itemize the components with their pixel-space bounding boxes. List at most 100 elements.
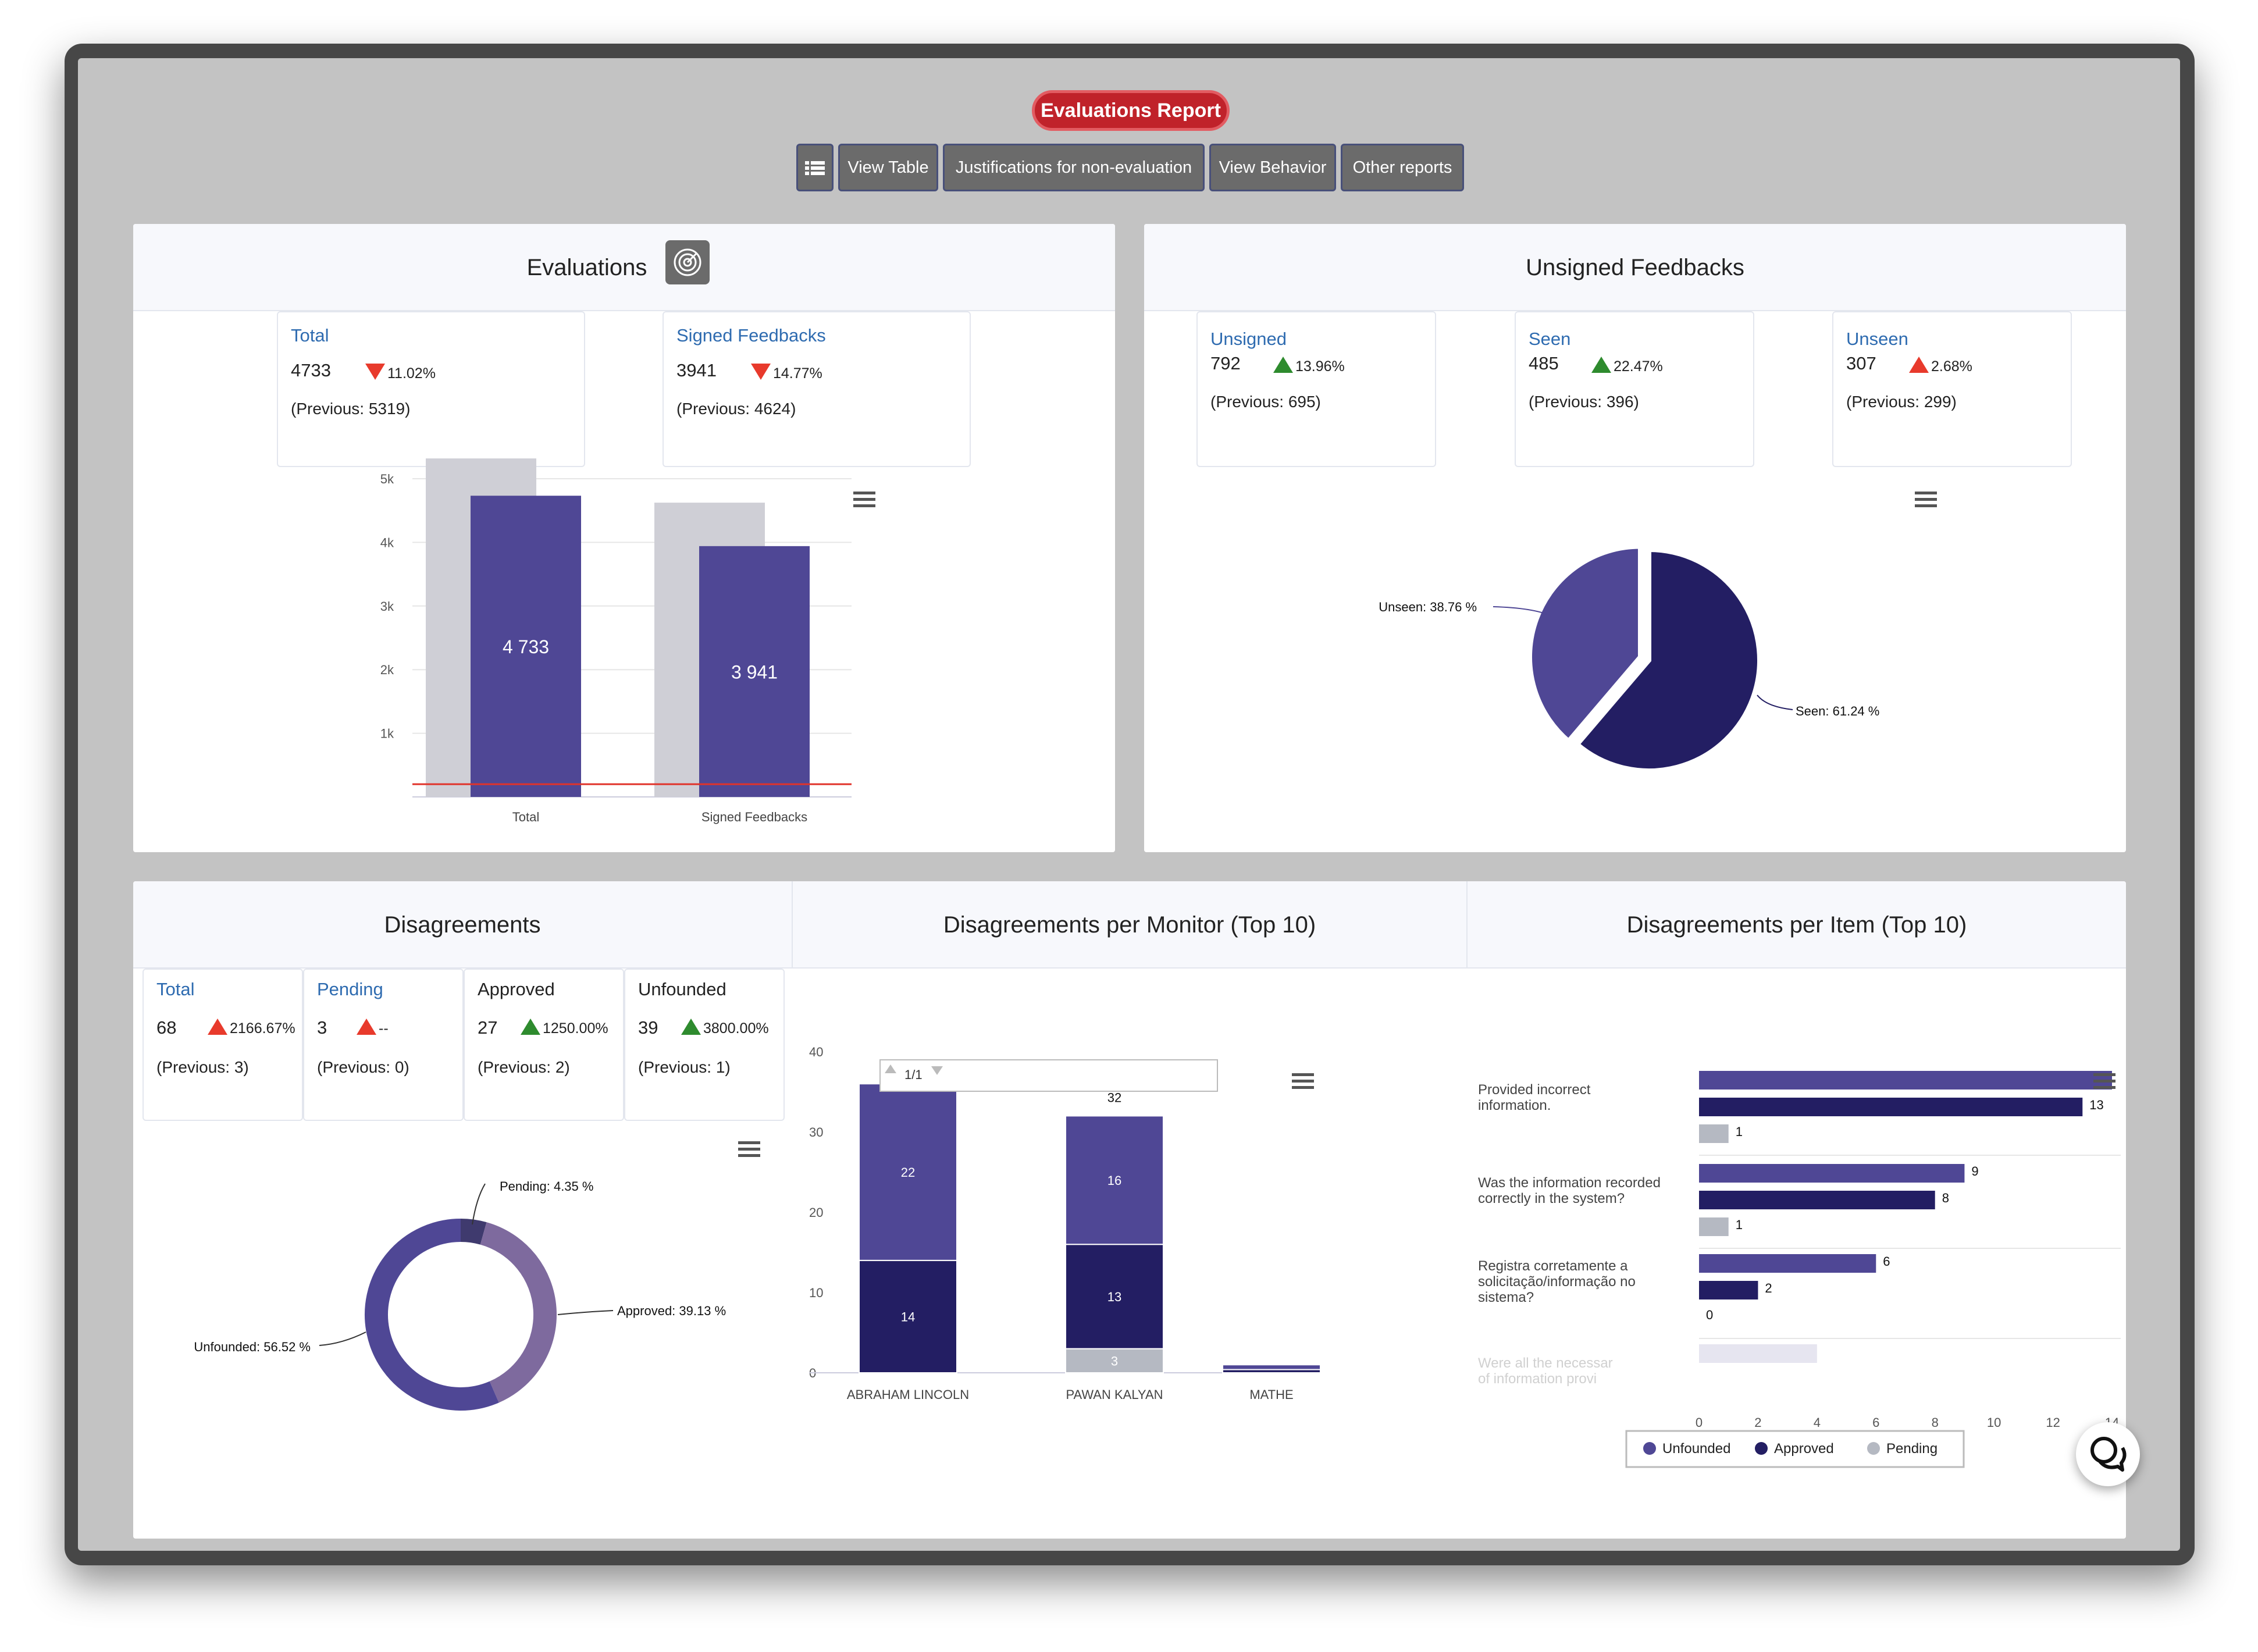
evaluations-card-header: Evaluations [133, 224, 1115, 311]
legend-label[interactable]: Unfounded [1662, 1441, 1730, 1457]
x-tick-label: 12 [2046, 1415, 2060, 1430]
category-label: Were all the necessar [1478, 1355, 1613, 1371]
x-tick-label: 8 [1932, 1415, 1939, 1430]
item-bar[interactable] [1699, 1281, 1758, 1299]
item-bar[interactable] [1699, 1098, 2083, 1116]
other-reports-button[interactable]: Other reports [1341, 144, 1464, 191]
bar-value-label: 8 [1942, 1191, 1949, 1205]
segment-label: 13 [1107, 1290, 1121, 1304]
x-category-label: Signed Feedbacks [701, 810, 807, 824]
stat-change: 1250.00% [521, 1019, 608, 1037]
category-label: Was the information recorded [1478, 1175, 1661, 1191]
legend-swatch[interactable] [1643, 1442, 1656, 1455]
item-bar[interactable] [1699, 1071, 2112, 1090]
stat-previous: (Previous: 4624) [676, 400, 796, 418]
stat-previous: (Previous: 1) [638, 1058, 731, 1076]
stat-previous: (Previous: 5319) [291, 400, 411, 418]
donut-segment[interactable] [460, 1219, 487, 1245]
bar-data-label: 4 733 [503, 636, 549, 657]
pie-slice[interactable] [1574, 547, 1762, 773]
stat-change: -- [357, 1019, 389, 1037]
legend-label[interactable]: Pending [1886, 1441, 1938, 1457]
item-bar[interactable] [1699, 1191, 1935, 1209]
stat-value: 792 [1210, 353, 1241, 373]
donut-label: Unfounded: 56.52 % [194, 1340, 311, 1354]
chart-menu-icon[interactable] [1915, 492, 1937, 507]
menu-line [1915, 504, 1937, 507]
stat-unfounded: Unfounded 39 3800.00% (Previous: 1) [624, 969, 785, 1121]
chat-help-button[interactable] [2076, 1422, 2140, 1486]
per-item-title: Disagreements per Item (Top 10) [1466, 881, 2126, 969]
item-bar[interactable] [1699, 1164, 1965, 1183]
stack-segment[interactable] [859, 1259, 957, 1373]
chart-menu-icon[interactable] [738, 1141, 760, 1157]
bar-value-label: 1 [1736, 1217, 1743, 1232]
menu-line [1915, 498, 1937, 501]
stack-segment[interactable] [1065, 1115, 1164, 1245]
evaluations-bar-chart: 1k 2k 3k 4k 5k 4 733 Total 3 941 Signed Feedback… [380, 458, 875, 824]
stat-previous: (Previous: 396) [1529, 393, 1639, 411]
chart-menu-icon[interactable] [2093, 1073, 2115, 1089]
stat-value: 27 [478, 1017, 498, 1038]
legend-label[interactable]: Approved [1774, 1441, 1834, 1457]
segment-label: 16 [1107, 1173, 1121, 1188]
list-view-button[interactable] [796, 144, 834, 191]
stat-value: 307 [1846, 353, 1876, 373]
stack-segment[interactable] [1065, 1244, 1164, 1350]
stat-signed-feedbacks: Signed Feedbacks 3941 14.77% (Previous: … [663, 311, 971, 467]
stat-value: 3 [317, 1017, 327, 1038]
stat-label: Signed Feedbacks [676, 325, 826, 346]
stat-value: 3941 [676, 360, 717, 380]
stat-change: 13.96% [1273, 357, 1345, 375]
evaluations-title: Evaluations [526, 255, 647, 280]
donut-segment[interactable] [480, 1222, 557, 1403]
stat-change: 3800.00% [681, 1019, 769, 1037]
view-table-button[interactable]: View Table [838, 144, 938, 191]
stat-label: Unsigned [1210, 329, 1287, 349]
pager-down-icon[interactable] [931, 1066, 943, 1075]
unsigned-card-header: Unsigned Feedbacks [1144, 224, 2126, 311]
unsigned-pie-chart: Seen: 61.24 % Unseen: 38.76 % [1379, 492, 1937, 773]
chart-menu-icon[interactable] [1292, 1073, 1314, 1089]
stat-unseen: Unseen 307 2.68% (Previous: 299) [1832, 311, 2072, 467]
stack-segment[interactable] [1222, 1364, 1321, 1370]
stack-segment[interactable] [1065, 1348, 1164, 1373]
donut-segment[interactable] [365, 1219, 499, 1411]
legend-box [1625, 1430, 1965, 1468]
leader-line [1757, 695, 1793, 710]
stat-previous: (Previous: 2) [478, 1058, 570, 1076]
view-behavior-button[interactable]: View Behavior [1209, 144, 1336, 191]
menu-line [738, 1154, 760, 1157]
target-button[interactable] [665, 240, 710, 284]
y-tick-label: 40 [809, 1045, 823, 1059]
stat-value: 39 [638, 1017, 658, 1038]
pager-up-icon[interactable] [885, 1064, 896, 1073]
dashboard-screen: Evaluations Report View Table Justificat… [78, 58, 2180, 1551]
item-bar[interactable] [1699, 1344, 1817, 1363]
arrow-up-icon [208, 1019, 227, 1035]
x-category-label: MATHE [1249, 1387, 1293, 1402]
justifications-button[interactable]: Justifications for non-evaluation [943, 144, 1205, 191]
menu-line [738, 1141, 760, 1144]
legend-swatch[interactable] [1755, 1442, 1768, 1455]
evaluations-report-button[interactable]: Evaluations Report [1032, 90, 1230, 131]
unsigned-feedbacks-card: Unsigned Feedbacks Unsigned 792 13.96% (… [1144, 224, 2126, 852]
chat-bubble-icon [2090, 1437, 2127, 1472]
y-tick-label: 1k [380, 727, 394, 741]
stat-approved: Approved 27 1250.00% (Previous: 2) [464, 969, 624, 1121]
arrow-down-icon [365, 364, 385, 380]
current-bar[interactable] [471, 496, 581, 797]
item-bar[interactable] [1699, 1124, 1729, 1143]
item-bar[interactable] [1699, 1217, 1729, 1236]
pie-slice[interactable] [1527, 544, 1643, 745]
stat-change: 14.77% [751, 364, 822, 382]
current-bar[interactable] [699, 546, 810, 797]
per-monitor-title: Disagreements per Monitor (Top 10) [792, 881, 1466, 969]
stat-change: 2.68% [1909, 357, 1972, 375]
category-label: correctly in the system? [1478, 1191, 1625, 1206]
item-bar[interactable] [1699, 1254, 1876, 1273]
bar-value-label: 9 [1971, 1164, 1978, 1179]
legend-swatch[interactable] [1867, 1442, 1880, 1455]
chart-menu-icon[interactable] [853, 492, 875, 507]
